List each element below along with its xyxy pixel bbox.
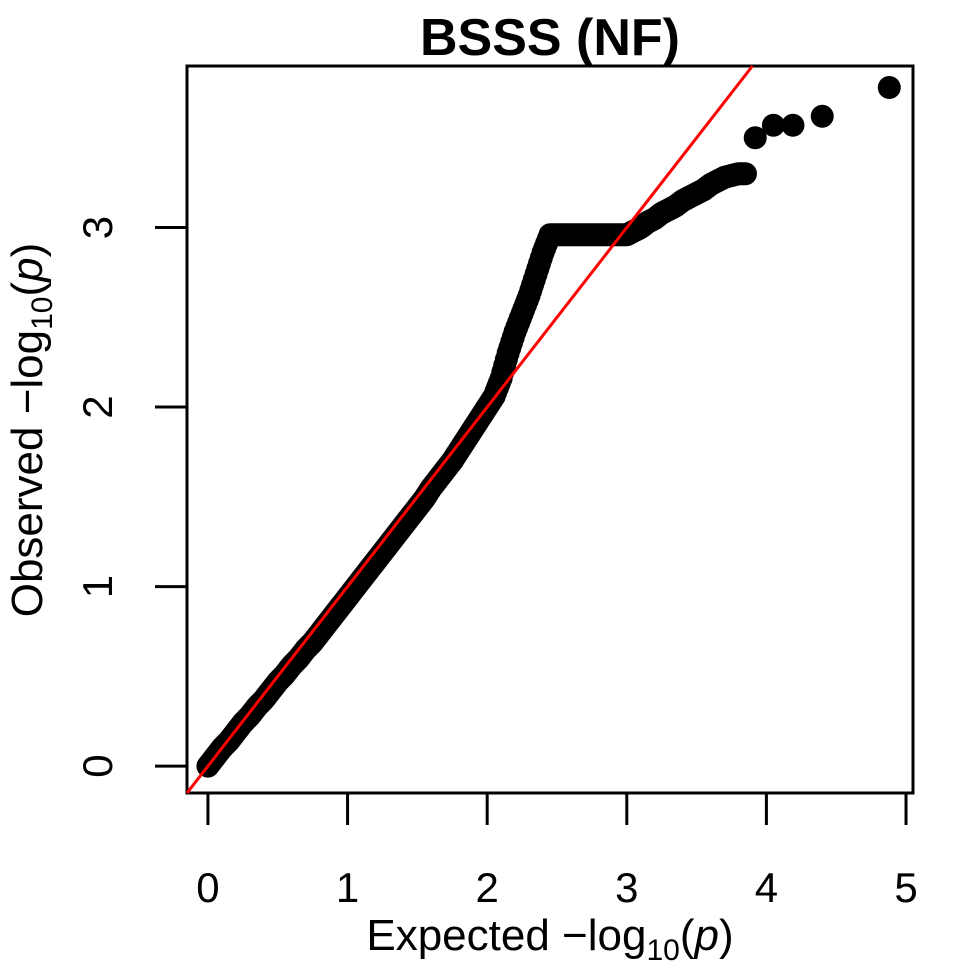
- data-point: [781, 113, 805, 137]
- data-point: [810, 104, 834, 128]
- data-point: [877, 76, 901, 100]
- x-tick-label: 5: [894, 864, 917, 911]
- x-tick-label: 0: [196, 864, 219, 911]
- x-tick-label: 4: [755, 864, 778, 911]
- y-tick-label: 1: [74, 575, 121, 598]
- data-point: [733, 162, 757, 186]
- y-tick-label: 0: [74, 754, 121, 777]
- x-axis: 0 1 2 3 4 5: [196, 791, 918, 911]
- y-tick-label: 3: [74, 216, 121, 239]
- chart-title: BSSS (NF): [420, 9, 680, 67]
- x-tick-label: 1: [336, 864, 359, 911]
- data-points: [196, 76, 901, 778]
- reference-line: [185, 65, 754, 794]
- y-axis: 0 1 2 3: [74, 216, 189, 778]
- data-point: [743, 126, 767, 150]
- x-tick-label: 2: [475, 864, 498, 911]
- plot-frame: [185, 64, 915, 795]
- x-axis-label: Expected −log10(p): [366, 911, 733, 967]
- y-axis-label: Observed −log10(p): [3, 243, 59, 618]
- y-tick-label: 2: [74, 395, 121, 418]
- data-point: [761, 113, 785, 137]
- x-tick-label: 3: [615, 864, 638, 911]
